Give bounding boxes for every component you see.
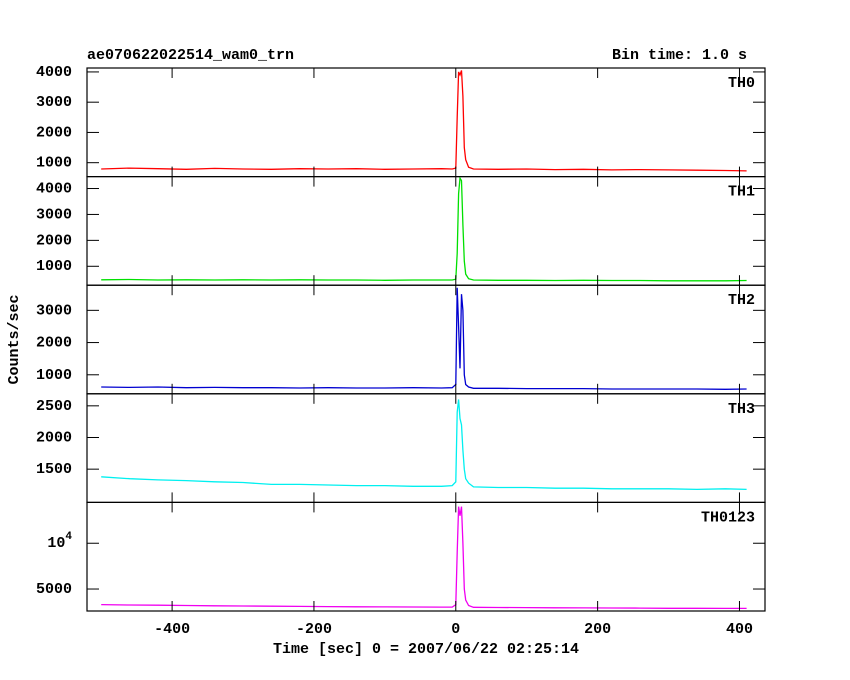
data-line <box>101 399 747 491</box>
y-tick-label: 3000 <box>36 94 72 111</box>
x-tick-label: -400 <box>154 621 190 638</box>
x-tick-label: 0 <box>451 621 460 638</box>
y-tick-label: 2000 <box>36 429 72 446</box>
chart-title: ae070622022514_wam0_trn <box>87 47 294 64</box>
x-tick-label: 400 <box>726 621 753 638</box>
y-tick-label: 2000 <box>36 335 72 352</box>
data-line <box>101 287 747 390</box>
x-axis-label: Time [sec] 0 = 2007/06/22 02:25:14 <box>273 641 579 658</box>
y-tick-label: 3000 <box>36 206 72 223</box>
panel-label: TH0123 <box>701 509 755 526</box>
panel-frame <box>86 176 766 286</box>
y-axis-label: Counts/sec <box>6 294 23 384</box>
y-tick-label: 5000 <box>36 581 72 598</box>
data-line <box>101 176 747 282</box>
y-tick-label: 1000 <box>36 155 72 172</box>
panel-frame <box>86 284 766 395</box>
x-tick-label: 200 <box>584 621 611 638</box>
panel-frame <box>86 67 766 178</box>
x-tick-label: -200 <box>296 621 332 638</box>
y-tick-label: 104 <box>47 531 72 552</box>
y-tick-label: 1500 <box>36 461 72 478</box>
y-tick-label: 2000 <box>36 124 72 141</box>
y-tick-label: 1000 <box>36 258 72 275</box>
panel-label: TH2 <box>728 292 755 309</box>
panel-label: TH0 <box>728 75 755 92</box>
y-tick-label: 4000 <box>36 64 72 81</box>
y-tick-label: 4000 <box>36 180 72 197</box>
data-line <box>101 70 747 172</box>
panel-label: TH3 <box>728 401 755 418</box>
y-tick-label: 1000 <box>36 367 72 384</box>
chart-subtitle: Bin time: 1.0 s <box>612 47 747 64</box>
y-tick-label: 2500 <box>36 398 72 415</box>
panel-frame <box>86 501 766 612</box>
y-tick-label: 2000 <box>36 232 72 249</box>
data-line <box>101 506 747 610</box>
y-tick-label: 3000 <box>36 302 72 319</box>
panel-label: TH1 <box>728 184 755 201</box>
